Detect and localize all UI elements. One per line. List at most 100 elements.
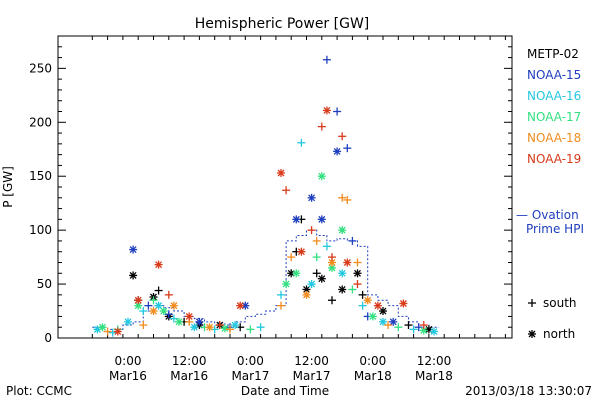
data-point: [241, 301, 250, 310]
x-tick-label-date: Mar16: [170, 369, 208, 383]
chart-title: Hemispheric Power [GW]: [195, 16, 370, 32]
data-point: [328, 253, 336, 262]
data-point: [205, 323, 214, 332]
x-tick-label-date: Mar18: [415, 369, 453, 383]
data-point: [154, 301, 163, 310]
data-point: [363, 296, 372, 305]
data-point: [409, 325, 418, 334]
data-point: [338, 269, 347, 278]
data-point: [343, 195, 352, 204]
data-point: [103, 327, 112, 336]
data-point: [190, 323, 199, 332]
legend-entry: NOAA-17: [527, 110, 581, 124]
data-point: [154, 260, 163, 269]
data-point: [139, 321, 148, 330]
x-tick-label-time: 12:00: [172, 354, 207, 368]
legend-entry: NOAA-15: [527, 68, 581, 82]
data-point: [134, 301, 143, 310]
data-point: [338, 226, 347, 235]
data-point: [322, 106, 331, 115]
data-point: [317, 172, 326, 181]
data-point: [302, 290, 311, 299]
ovation-legend-line1: — Ovation: [516, 208, 579, 222]
data-point: [292, 269, 301, 278]
data-point: [139, 307, 148, 316]
data-point: [134, 296, 143, 305]
data-point: [312, 236, 321, 245]
data-point: [277, 301, 285, 310]
data-point: [195, 317, 204, 326]
data-point: [399, 299, 408, 308]
x-tick-label-date: Mar17: [231, 369, 269, 383]
data-point: [256, 323, 265, 332]
y-axis-label: P [GW]: [1, 166, 15, 208]
data-point: [379, 317, 387, 326]
data-point: [348, 236, 357, 245]
data-point: [338, 285, 347, 294]
data-point: [297, 247, 306, 256]
marker-legend-symbol: [528, 299, 536, 307]
ovation-line: [92, 229, 440, 330]
data-point: [312, 269, 321, 278]
data-point: [185, 312, 194, 321]
data-point: [113, 327, 122, 336]
data-point: [322, 55, 331, 64]
data-point: [129, 245, 138, 254]
data-point: [297, 138, 306, 147]
marker-legend-label: south: [543, 296, 577, 310]
legend-entry: NOAA-19: [527, 152, 581, 166]
data-point: [149, 307, 158, 316]
footer-left: Plot: CCMC: [6, 384, 72, 398]
series-noaa-18: [103, 193, 393, 336]
data-point: [175, 317, 183, 326]
data-point: [389, 317, 398, 326]
legend: METP-02 NOAA-15 NOAA-16 NOAA-17 NOAA-18 NOAA-…: [527, 47, 581, 166]
y-tick-label: 0: [44, 331, 52, 345]
legend-entry: NOAA-16: [527, 89, 581, 103]
data-point: [353, 269, 362, 278]
data-point: [277, 168, 285, 177]
data-point: [164, 290, 173, 299]
ovation-legend-line2: Prime HPI: [526, 222, 584, 236]
data-point: [287, 253, 296, 262]
data-point: [220, 324, 229, 333]
data-point: [419, 326, 428, 335]
series-noaa-16: [93, 138, 438, 337]
legend-entry: METP-02: [527, 47, 579, 61]
data-point: [226, 325, 234, 334]
data-point: [338, 193, 347, 202]
data-point: [373, 301, 382, 310]
ovation-hpi-line: [92, 229, 440, 330]
x-tick-label-time: 0:00: [359, 354, 386, 368]
data-point: [108, 328, 117, 337]
data-point: [307, 280, 316, 289]
data-point: [333, 107, 342, 116]
data-point: [317, 215, 326, 224]
data-point: [328, 296, 336, 305]
data-point: [149, 296, 158, 305]
data-point: [384, 321, 393, 330]
x-tick-label-date: Mar18: [354, 369, 392, 383]
data-point: [287, 269, 296, 278]
data-point: [317, 122, 326, 131]
data-point: [348, 285, 357, 294]
data-point: [333, 147, 342, 156]
data-point: [159, 307, 168, 316]
data-point: [246, 325, 255, 334]
data-point: [353, 280, 362, 289]
data-point: [322, 242, 331, 251]
x-tick-label-time: 12:00: [294, 354, 329, 368]
data-point: [302, 285, 311, 294]
marker-legend-label: north: [543, 327, 575, 341]
footer-right: 2013/03/18 13:30:07: [465, 384, 592, 398]
y-tick-label: 250: [29, 61, 52, 75]
data-markers: [93, 55, 438, 337]
data-point: [419, 321, 428, 330]
y-tick-label: 200: [29, 115, 52, 129]
data-point: [307, 226, 316, 235]
data-point: [394, 323, 403, 332]
ovation-legend: — Ovation Prime HPI: [516, 208, 584, 236]
data-point: [144, 301, 153, 310]
y-tick-label: 100: [29, 223, 52, 237]
